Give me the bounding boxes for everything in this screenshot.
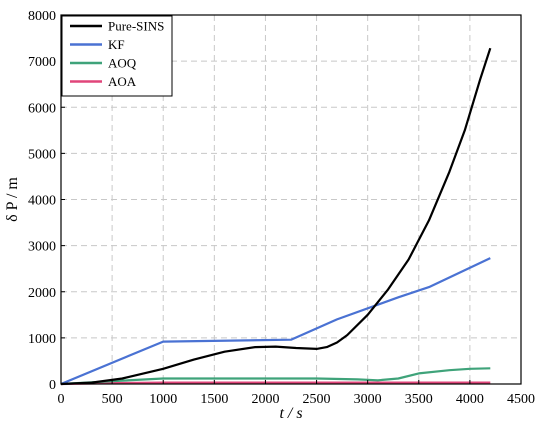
legend-label: AOA bbox=[108, 74, 137, 89]
series-line-pure-sins bbox=[60, 47, 492, 386]
x-tick-label: 500 bbox=[102, 392, 123, 407]
series-line-kf bbox=[60, 257, 491, 386]
y-tick-label: 7000 bbox=[28, 55, 56, 70]
x-tick-label: 4000 bbox=[456, 392, 484, 407]
series-line-aoa bbox=[60, 381, 491, 386]
y-tick-label: 4000 bbox=[28, 194, 56, 209]
x-tick-label: 3000 bbox=[354, 392, 382, 407]
y-tick-label: 5000 bbox=[28, 147, 56, 162]
x-axis-label: t / s bbox=[279, 405, 302, 422]
x-tick-label: 2500 bbox=[303, 392, 331, 407]
x-tick-label: 1000 bbox=[149, 392, 177, 407]
y-tick-label: 1000 bbox=[28, 332, 56, 347]
y-tick-label: 2000 bbox=[28, 286, 56, 301]
y-tick-label: 6000 bbox=[28, 101, 56, 116]
x-tick-label: 2000 bbox=[251, 392, 279, 407]
x-tick-label: 4500 bbox=[507, 392, 535, 407]
legend: Pure-SINS KF AOQ AOA bbox=[61, 15, 173, 97]
x-tick-label: 1500 bbox=[200, 392, 228, 407]
grid-lines bbox=[61, 15, 521, 384]
axis-ticks: 0 500 1000 1500 2000 2500 3000 3500 4000 4500 0 100… bbox=[28, 9, 535, 407]
y-axis-label: δ P / m bbox=[4, 177, 21, 222]
y-tick-label: 0 bbox=[49, 378, 56, 393]
y-tick-label: 8000 bbox=[28, 9, 56, 24]
legend-label: KF bbox=[108, 37, 125, 52]
legend-label: Pure-SINS bbox=[108, 19, 164, 34]
series-line-aoq bbox=[60, 367, 491, 386]
x-tick-label: 3500 bbox=[405, 392, 433, 407]
legend-label: AOQ bbox=[108, 56, 137, 71]
y-tick-label: 3000 bbox=[28, 240, 56, 255]
x-tick-label: 0 bbox=[58, 392, 65, 407]
series-lines bbox=[60, 47, 492, 386]
